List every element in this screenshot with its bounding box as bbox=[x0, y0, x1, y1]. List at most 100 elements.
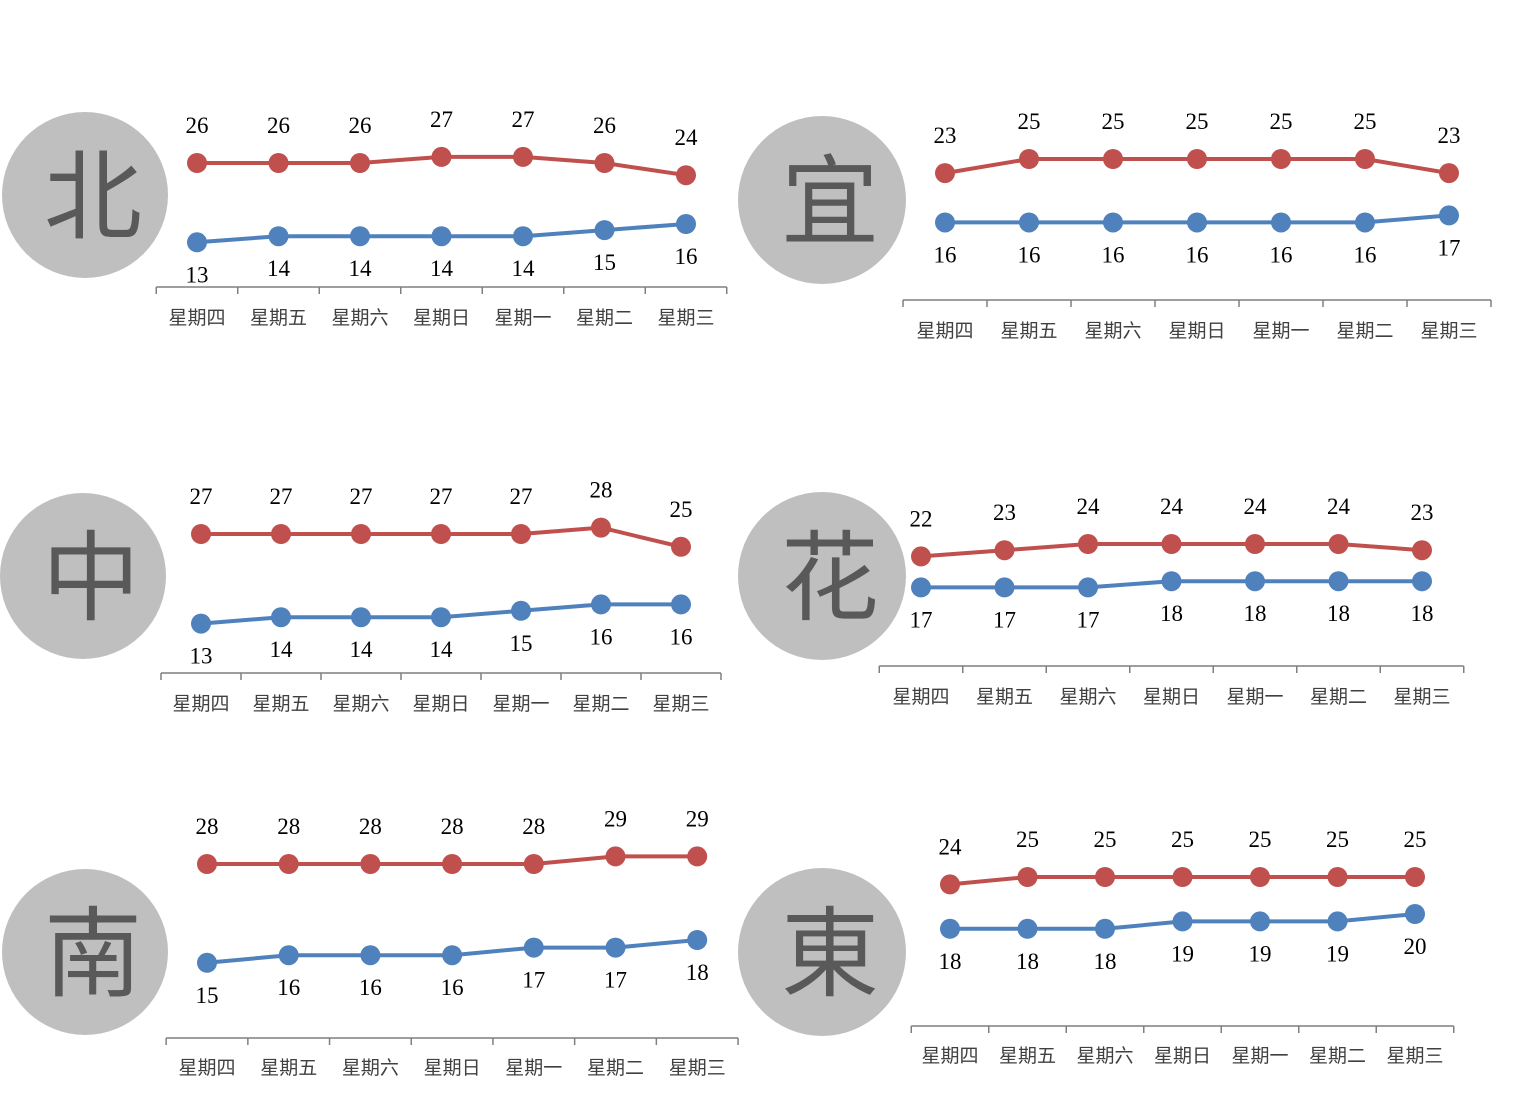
data-point bbox=[1161, 534, 1182, 554]
data-point bbox=[1078, 577, 1098, 598]
data-label: 13 bbox=[190, 644, 213, 669]
data-label: 17 bbox=[522, 968, 545, 993]
region-label: 北 bbox=[44, 141, 142, 255]
x-tick-label: 星期一 bbox=[1252, 320, 1309, 342]
data-label: 14 bbox=[349, 256, 373, 281]
region-badge bbox=[0, 493, 166, 659]
data-label: 25 bbox=[670, 497, 693, 522]
x-tick-label: 星期一 bbox=[492, 693, 549, 715]
data-label: 24 bbox=[1327, 494, 1351, 519]
data-label: 22 bbox=[910, 506, 933, 531]
x-tick-label: 星期五 bbox=[1000, 320, 1057, 342]
x-tick-label: 星期六 bbox=[342, 1057, 399, 1079]
x-tick-label: 星期二 bbox=[1309, 1045, 1366, 1067]
data-label: 18 bbox=[1016, 949, 1039, 974]
data-label: 18 bbox=[686, 960, 709, 985]
data-point bbox=[940, 918, 960, 939]
data-label: 16 bbox=[1102, 242, 1125, 267]
data-label: 18 bbox=[1094, 949, 1117, 974]
x-tick-label: 星期日 bbox=[413, 307, 470, 329]
x-tick-label: 星期二 bbox=[576, 307, 633, 329]
x-tick-label: 星期四 bbox=[168, 307, 225, 329]
data-label: 25 bbox=[1354, 109, 1377, 134]
data-label: 29 bbox=[604, 806, 627, 831]
data-label: 25 bbox=[1326, 827, 1349, 852]
data-point bbox=[1103, 212, 1123, 233]
data-point bbox=[1328, 571, 1349, 592]
data-point bbox=[935, 212, 955, 233]
x-tick-label: 星期二 bbox=[1310, 686, 1367, 708]
data-label: 24 bbox=[1244, 494, 1268, 519]
data-point bbox=[1019, 212, 1039, 233]
data-label: 25 bbox=[1016, 827, 1039, 852]
data-point bbox=[1271, 149, 1291, 169]
x-tick-label: 星期六 bbox=[331, 307, 388, 329]
data-point bbox=[191, 524, 211, 544]
x-tick-label: 星期日 bbox=[412, 693, 469, 715]
data-label: 26 bbox=[267, 113, 290, 138]
data-label: 18 bbox=[1411, 601, 1434, 626]
data-point bbox=[360, 854, 381, 874]
data-label: 28 bbox=[277, 814, 300, 839]
x-tick-label: 星期三 bbox=[1420, 320, 1477, 342]
x-tick-label: 星期日 bbox=[424, 1057, 481, 1079]
data-label: 18 bbox=[939, 949, 962, 974]
data-point bbox=[1172, 911, 1193, 932]
data-point bbox=[1412, 540, 1432, 561]
data-label: 16 bbox=[441, 975, 464, 1000]
x-tick-label: 星期二 bbox=[587, 1057, 644, 1079]
data-point bbox=[1355, 149, 1375, 169]
data-point bbox=[594, 153, 615, 173]
data-point bbox=[1187, 149, 1207, 169]
x-tick-label: 星期五 bbox=[976, 686, 1033, 708]
data-label: 17 bbox=[1438, 235, 1461, 260]
data-label: 16 bbox=[590, 624, 613, 649]
data-label: 13 bbox=[186, 262, 209, 287]
x-tick-label: 星期六 bbox=[1059, 686, 1116, 708]
data-label: 17 bbox=[993, 607, 1016, 632]
data-point bbox=[268, 153, 289, 173]
data-label: 14 bbox=[430, 256, 454, 281]
x-tick-label: 星期一 bbox=[1231, 1045, 1288, 1067]
data-point bbox=[1250, 911, 1270, 932]
x-tick-label: 星期四 bbox=[172, 693, 229, 715]
data-label: 23 bbox=[1438, 123, 1461, 148]
data-point bbox=[187, 232, 207, 253]
data-label: 25 bbox=[1186, 109, 1209, 134]
data-label: 17 bbox=[1077, 607, 1100, 632]
data-label: 19 bbox=[1249, 941, 1272, 966]
x-tick-label: 星期三 bbox=[1393, 686, 1450, 708]
data-point bbox=[431, 226, 452, 247]
data-label: 16 bbox=[1354, 242, 1377, 267]
data-point bbox=[1078, 534, 1098, 554]
data-label: 25 bbox=[1171, 827, 1194, 852]
data-point bbox=[605, 846, 626, 867]
data-label: 25 bbox=[1094, 827, 1117, 852]
data-point bbox=[442, 854, 463, 874]
data-label: 18 bbox=[1327, 601, 1350, 626]
data-label: 27 bbox=[510, 484, 533, 509]
data-label: 26 bbox=[186, 113, 209, 138]
data-point bbox=[1245, 571, 1265, 592]
data-label: 14 bbox=[512, 256, 536, 281]
data-point bbox=[1439, 163, 1459, 184]
data-label: 23 bbox=[993, 500, 1016, 525]
data-label: 19 bbox=[1326, 941, 1349, 966]
data-label: 25 bbox=[1018, 109, 1041, 134]
data-label: 18 bbox=[1160, 601, 1183, 626]
data-label: 14 bbox=[270, 637, 294, 662]
data-point bbox=[278, 945, 299, 966]
data-point bbox=[1355, 212, 1375, 233]
data-point bbox=[1405, 904, 1425, 924]
data-label: 14 bbox=[430, 637, 454, 662]
data-point bbox=[1328, 534, 1349, 554]
data-label: 28 bbox=[359, 814, 382, 839]
data-point bbox=[271, 607, 291, 628]
data-point bbox=[591, 517, 611, 538]
data-point bbox=[511, 524, 531, 544]
data-point bbox=[671, 536, 691, 557]
region-label: 宜 bbox=[781, 146, 879, 260]
data-point bbox=[278, 854, 299, 874]
data-label: 16 bbox=[359, 975, 382, 1000]
